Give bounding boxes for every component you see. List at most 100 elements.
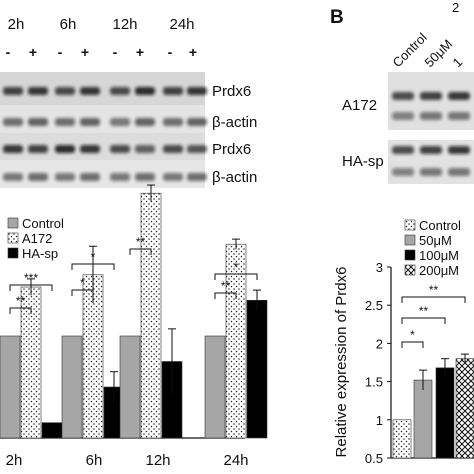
legend-label: A172 xyxy=(22,231,52,246)
significance-label: * xyxy=(410,328,415,342)
blot-band xyxy=(187,87,207,95)
blot-lane-label: 1 xyxy=(450,54,466,70)
bar-control xyxy=(392,419,412,459)
blot-band xyxy=(163,118,183,126)
blot-band xyxy=(420,92,442,100)
significance-label: ** xyxy=(429,283,439,297)
legend-label: 50μM xyxy=(419,233,452,248)
bar-50-m xyxy=(413,379,433,459)
significance-bracket xyxy=(401,296,466,303)
blot-band xyxy=(55,145,75,153)
blot-band xyxy=(187,118,207,126)
bar-control xyxy=(119,335,141,439)
blot-minus-sign: - xyxy=(113,44,118,60)
significance-label: ** xyxy=(419,304,429,318)
blot-timepoint-label: 12h xyxy=(112,16,137,33)
y-tick-label: 3 xyxy=(376,260,383,275)
significance-bracket xyxy=(9,307,32,314)
legend-label: 100μM xyxy=(419,248,459,263)
blot-band xyxy=(55,173,75,181)
y-tick-label: 0.5 xyxy=(365,451,383,466)
y-tick-label: 1.5 xyxy=(365,375,383,390)
blot-band xyxy=(163,173,183,181)
blot-band xyxy=(420,112,442,120)
bar-control xyxy=(0,335,21,439)
blot-band xyxy=(3,145,23,153)
legend-label: HA-sp xyxy=(22,246,58,261)
blot-lane-label-cropped: 2 xyxy=(452,0,459,15)
significance-label: ** xyxy=(136,235,146,249)
blot-plus-sign: + xyxy=(189,44,197,60)
significance-bracket xyxy=(71,263,115,270)
bar-ha-sp xyxy=(41,422,63,439)
significance-bracket xyxy=(214,292,237,299)
blot-band xyxy=(135,87,155,95)
blot-band xyxy=(392,168,414,176)
bar-100-m xyxy=(435,367,455,459)
blot-band xyxy=(163,145,183,153)
blot-timepoint-label: 6h xyxy=(60,16,77,33)
significance-bracket xyxy=(9,284,53,291)
blot-band xyxy=(28,173,48,181)
blot-band xyxy=(110,145,130,153)
y-tick-label: 2.5 xyxy=(365,298,383,313)
x-tick-label: 2h xyxy=(6,452,23,469)
significance-label: *** xyxy=(24,271,38,285)
blot-band xyxy=(448,146,470,154)
significance-label: * xyxy=(91,250,96,264)
blot-band xyxy=(3,118,23,126)
significance-bracket xyxy=(214,273,258,280)
blot-band xyxy=(135,118,155,126)
significance-label: ** xyxy=(16,294,26,308)
bar-200-m xyxy=(455,358,474,459)
blot-band xyxy=(392,146,414,154)
bar-control xyxy=(61,335,83,439)
blot-band xyxy=(80,145,100,153)
blot-band xyxy=(392,112,414,120)
blot-band xyxy=(110,87,130,95)
significance-bracket xyxy=(129,248,152,255)
blot-band xyxy=(110,173,130,181)
blot-band xyxy=(110,118,130,126)
blot-minus-sign: - xyxy=(168,44,173,60)
blot-band xyxy=(55,87,75,95)
legend-swatch xyxy=(404,234,416,246)
blot-band xyxy=(392,92,414,100)
blot-band xyxy=(3,173,23,181)
blot-band xyxy=(187,173,207,181)
blot-row-label: β-actin xyxy=(212,169,257,186)
blot-band xyxy=(163,87,183,95)
legend-swatch xyxy=(404,264,416,276)
significance-bracket xyxy=(71,289,94,296)
legend-swatch xyxy=(7,217,19,229)
legend-label: 200μM xyxy=(419,263,459,278)
legend-swatch xyxy=(7,232,19,244)
blot-band xyxy=(55,118,75,126)
blot-timepoint-label: 2h xyxy=(8,16,25,33)
blot-band xyxy=(28,145,48,153)
x-tick-label: 24h xyxy=(223,452,248,469)
blot-lane-label: Control xyxy=(390,30,430,70)
y-tick-label: 1 xyxy=(376,413,383,428)
blot-minus-sign: - xyxy=(6,44,11,60)
y-tick-label: 2 xyxy=(376,336,383,351)
blot-plus-sign: + xyxy=(29,44,37,60)
bar-control xyxy=(204,335,226,439)
blot-band xyxy=(420,146,442,154)
blot-b-row-label-hasp: HA-sp xyxy=(342,153,384,170)
legend-swatch xyxy=(404,249,416,261)
significance-label: * xyxy=(80,276,85,290)
blot-band xyxy=(28,118,48,126)
blot-band xyxy=(135,173,155,181)
legend-swatch xyxy=(7,247,19,259)
blot-minus-sign: - xyxy=(58,44,63,60)
blot-band xyxy=(448,92,470,100)
significance-label: ** xyxy=(221,279,231,293)
panel-a-western-blots xyxy=(0,72,207,188)
blot-band xyxy=(187,145,207,153)
legend-label: Control xyxy=(22,216,64,231)
blot-band xyxy=(448,112,470,120)
blot-plus-sign: + xyxy=(81,44,89,60)
x-tick-label: 6h xyxy=(86,452,103,469)
y-axis-title: Relative expression of Prdx6 xyxy=(333,267,350,458)
